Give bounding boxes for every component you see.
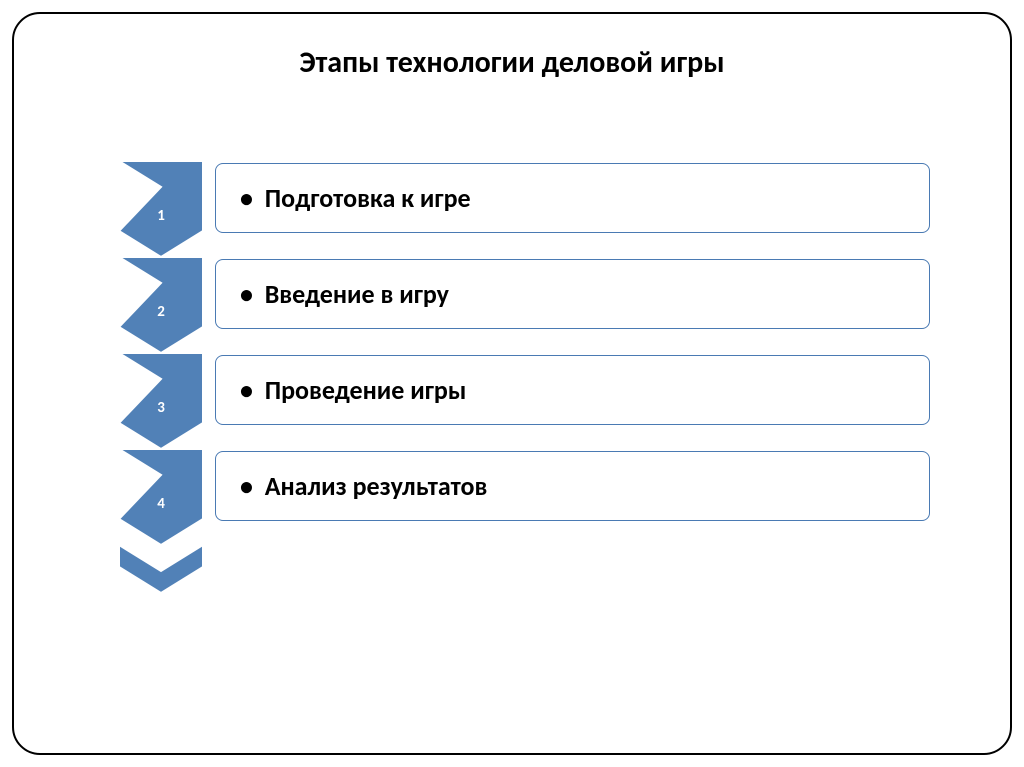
step-row: 3 • Проведение игры [119, 353, 930, 449]
step-row: 4 • Анализ результатов [119, 449, 930, 545]
step-row: 1 • Подготовка к игре [119, 161, 930, 257]
step-box: • Введение в игру [215, 259, 930, 329]
step-box: • Анализ результатов [215, 451, 930, 521]
chevron-tail-icon [119, 545, 203, 593]
bullet: • [240, 182, 265, 214]
bullet: • [240, 374, 265, 406]
chevron-down-icon: 2 [119, 257, 203, 353]
step-box: • Подготовка к игре [215, 163, 930, 233]
step-label: Введение в игру [265, 278, 449, 310]
step-label: Анализ результатов [265, 470, 488, 502]
chevron-down-icon: 1 [119, 161, 203, 257]
chevron-down-icon: 4 [119, 449, 203, 545]
step-label: Подготовка к игре [265, 182, 471, 214]
bullet: • [240, 470, 265, 502]
step-label: Проведение игры [265, 374, 467, 406]
slide-frame: Этапы технологии деловой игры 1 • Подгот… [12, 12, 1012, 755]
step-box: • Проведение игры [215, 355, 930, 425]
chevron-down-icon: 3 [119, 353, 203, 449]
step-number: 2 [119, 303, 203, 321]
slide-title: Этапы технологии деловой игры [64, 44, 960, 81]
bullet: • [240, 278, 265, 310]
step-number: 4 [119, 495, 203, 513]
step-number: 3 [119, 399, 203, 417]
steps-list: 1 • Подготовка к игре 2 • Введение в игр… [119, 161, 930, 545]
step-number: 1 [119, 207, 203, 225]
step-row: 2 • Введение в игру [119, 257, 930, 353]
